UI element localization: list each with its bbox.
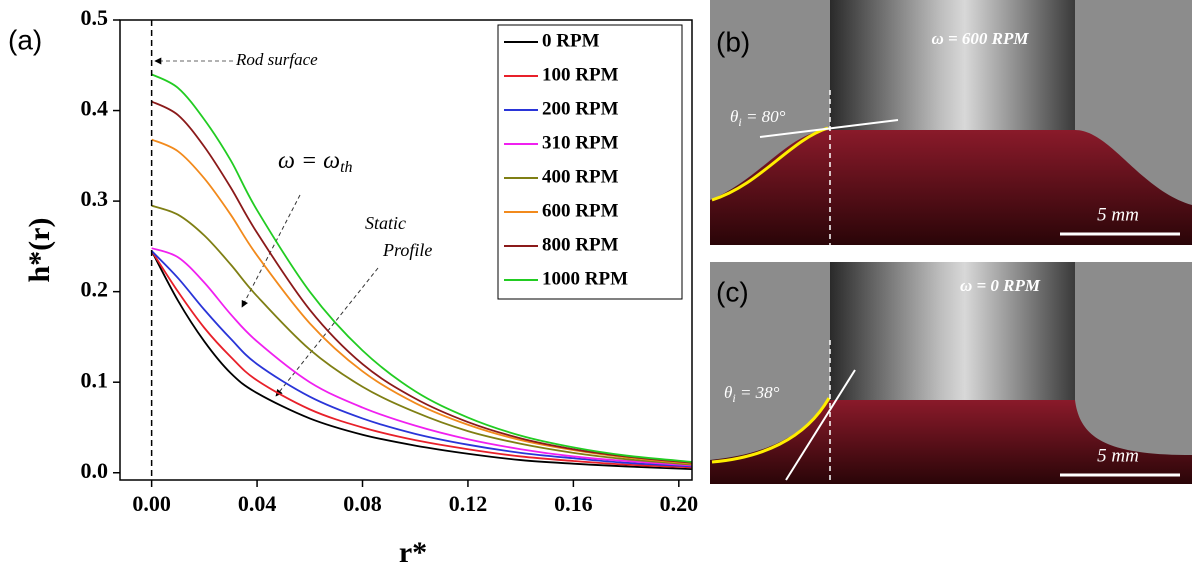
- y-axis-label: h*(r): [23, 218, 56, 283]
- plot-frame: [119, 19, 693, 481]
- plot-area: [150, 73, 692, 471]
- y-tick-label: 0.1: [81, 367, 109, 392]
- threshold-annotation: ω = ωth: [278, 148, 353, 176]
- angle-sub: i: [732, 391, 735, 405]
- series-line: [150, 250, 692, 471]
- x-tick-label: 0.00: [132, 491, 171, 516]
- legend-label: 100 RPM: [542, 64, 619, 85]
- panel-label: (a): [8, 24, 42, 55]
- series-line: [150, 250, 692, 468]
- series-line: [150, 250, 692, 469]
- legend-label: 0 RPM: [542, 30, 600, 51]
- speed-label: ω = 600 RPM: [931, 29, 1029, 48]
- static-annotation: Static: [365, 213, 406, 233]
- series-line: [151, 73, 692, 463]
- angle-label: θi = 80°: [730, 107, 786, 129]
- scale-label: 5 mm: [1097, 204, 1139, 225]
- annotation-arrow: [275, 267, 379, 397]
- angle-label: θi = 38°: [724, 383, 780, 405]
- static-annotation: Profile: [382, 240, 432, 260]
- legend-label: 200 RPM: [542, 98, 619, 119]
- x-tick-label: 0.12: [449, 491, 488, 516]
- angle-value: = 38°: [736, 383, 780, 402]
- speed-label: ω = 0 RPM: [960, 276, 1041, 295]
- legend-label: 400 RPM: [542, 166, 619, 187]
- series-line: [151, 247, 692, 467]
- y-tick-label: 0.3: [81, 186, 109, 211]
- legend-box: [497, 24, 683, 300]
- photo-b: [710, 0, 1192, 245]
- y-tick-label: 0.2: [81, 277, 109, 302]
- series-line: [151, 100, 692, 464]
- angle-value: = 80°: [742, 107, 786, 126]
- angle-sym: θ: [730, 107, 738, 126]
- y-tick-label: 0.5: [81, 5, 109, 30]
- photo-c: [710, 262, 1192, 484]
- annotation-arrow: [241, 194, 301, 308]
- series-line: [151, 204, 692, 466]
- threshold-main: ω = ω: [278, 148, 340, 174]
- legend-label: 600 RPM: [542, 200, 619, 221]
- x-tick-label: 0.08: [343, 491, 382, 516]
- x-tick-label: 0.20: [660, 491, 699, 516]
- legend-label: 310 RPM: [542, 132, 619, 153]
- x-tick-label: 0.04: [238, 491, 277, 516]
- rod-annotation: Rod surface: [235, 50, 318, 69]
- scale-label: 5 mm: [1097, 445, 1139, 466]
- angle-sym: θ: [724, 383, 732, 402]
- angle-sub: i: [738, 115, 741, 129]
- panel-label: (c): [716, 276, 749, 307]
- x-tick-label: 0.16: [554, 491, 593, 516]
- x-axis-label: r*: [399, 536, 427, 569]
- threshold-sub: th: [340, 159, 352, 176]
- legend-label: 1000 RPM: [542, 268, 628, 289]
- panel-label: (b): [716, 26, 750, 57]
- y-tick-label: 0.4: [81, 96, 109, 121]
- y-tick-label: 0.0: [81, 458, 109, 483]
- legend-label: 800 RPM: [542, 234, 619, 255]
